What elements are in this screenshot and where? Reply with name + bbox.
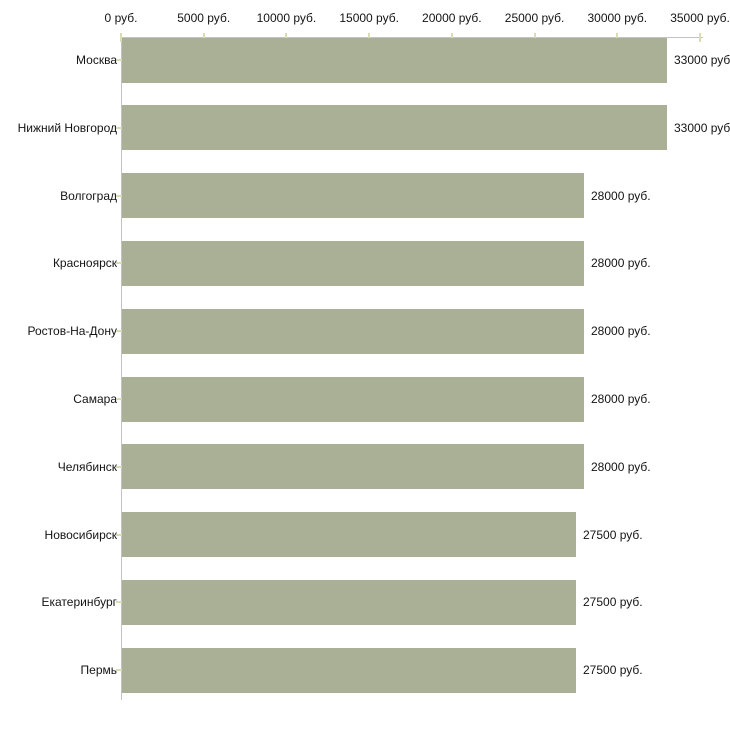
x-axis-tick-label: 35000 руб.: [670, 11, 730, 25]
bar: [122, 240, 584, 286]
category-tick-mark: [116, 59, 122, 61]
bar: [122, 647, 576, 693]
x-axis-tick-label: 15000 руб.: [339, 11, 399, 25]
category-tick-mark: [116, 126, 122, 129]
value-label: 28000 руб.: [591, 256, 651, 271]
category-label: Волгоград: [60, 188, 117, 203]
category-tick-mark: [116, 262, 122, 265]
value-label: 27500 руб.: [583, 663, 643, 678]
x-axis-tick-label: 30000 руб.: [587, 11, 648, 25]
bar: [122, 105, 667, 151]
bar: [122, 512, 576, 558]
category-tick-mark: [116, 465, 122, 468]
value-label: 27500 руб.: [583, 527, 643, 542]
category-tick-mark: [116, 669, 122, 672]
x-axis-tick-label: 20000 руб.: [422, 11, 482, 25]
x-axis-tick-label: 5000 руб.: [177, 11, 231, 25]
category-label: Ростов-На-Дону: [27, 324, 117, 339]
category-label: Челябинск: [57, 459, 117, 474]
x-axis-tick-label: 25000 руб.: [504, 11, 565, 25]
category-tick-mark: [116, 533, 122, 536]
category-tick-mark: [116, 330, 122, 333]
category-tick-mark: [116, 601, 122, 604]
value-label: 27500 руб.: [583, 595, 643, 610]
x-axis-tick-mark: [120, 33, 122, 42]
category-tick-mark: [116, 398, 122, 400]
value-label: 28000 руб.: [591, 392, 651, 406]
value-label: 28000 руб.: [591, 324, 651, 339]
x-axis-tick-label: 10000 руб.: [256, 11, 317, 25]
category-label: Москва: [76, 53, 117, 67]
value-label: 28000 руб.: [591, 459, 651, 474]
bar: [122, 37, 667, 83]
x-axis-tick-label: 0 руб.: [104, 11, 138, 25]
bar: [122, 173, 584, 219]
category-label: Екатеринбург: [41, 595, 118, 610]
bar: [122, 308, 584, 354]
value-label: 28000 руб.: [591, 188, 651, 203]
category-tick-mark: [116, 194, 122, 197]
value-label: 33000 руб.: [674, 120, 730, 135]
category-label: Новосибирск: [44, 527, 117, 542]
bar: [122, 376, 584, 422]
category-label: Пермь: [80, 663, 117, 678]
category-label: Нижний Новгород: [17, 120, 117, 135]
bar: [122, 579, 576, 625]
category-label: Самара: [73, 392, 117, 406]
category-label: Красноярск: [52, 256, 117, 271]
bar: [122, 444, 584, 490]
x-axis-tick-mark: [699, 33, 701, 42]
y-axis-line: [121, 37, 122, 700]
value-label: 33000 руб.: [674, 53, 730, 67]
